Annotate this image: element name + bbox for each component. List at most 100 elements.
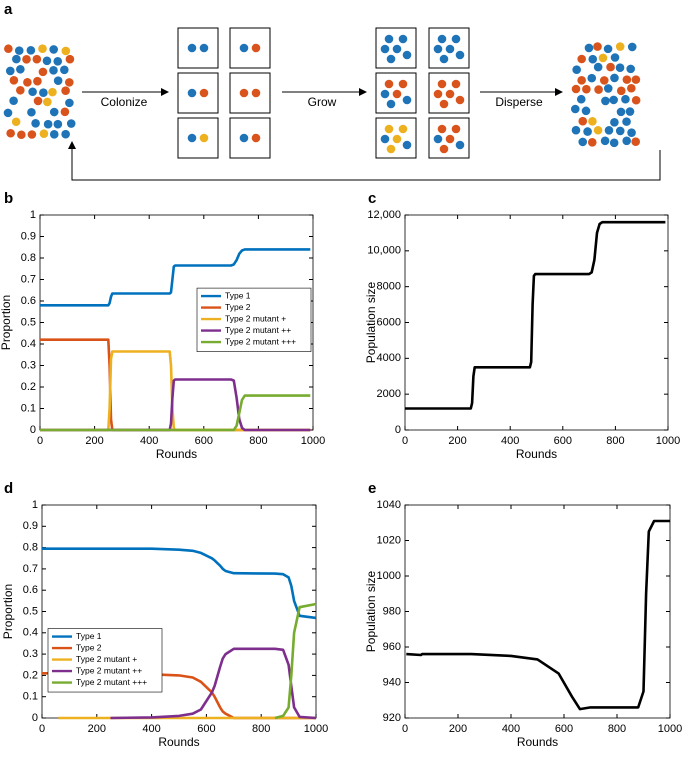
cell — [16, 85, 25, 95]
y-tick-label: 0.8 — [23, 542, 38, 554]
x-axis-label: Rounds — [158, 735, 199, 749]
cell — [38, 67, 48, 77]
cell — [437, 34, 447, 44]
cell — [49, 107, 59, 117]
cell — [9, 76, 19, 85]
cell — [622, 75, 632, 84]
cell — [386, 144, 396, 154]
cell — [445, 89, 455, 99]
x-tick-label: 600 — [555, 723, 573, 735]
y-axis-label: Proportion — [0, 295, 13, 350]
y-tick-label: 1 — [32, 499, 38, 511]
y-tick-label: 0.7 — [23, 563, 38, 575]
y-tick-label: 0.7 — [21, 273, 36, 285]
cell — [445, 134, 455, 144]
cell — [33, 96, 43, 106]
cell — [451, 79, 461, 89]
legend-label: Type 2 mutant + — [225, 313, 286, 323]
well — [177, 117, 219, 159]
y-tick-label: 0.2 — [23, 669, 38, 681]
cell — [581, 106, 591, 116]
cell — [16, 64, 25, 74]
cell — [187, 133, 197, 143]
cell — [33, 76, 42, 86]
cell — [600, 136, 610, 146]
cell — [60, 107, 70, 117]
cell — [593, 125, 603, 135]
well — [229, 27, 271, 69]
cell — [61, 86, 70, 95]
cell — [616, 86, 626, 96]
well — [375, 72, 417, 114]
cell — [402, 140, 412, 150]
cell — [380, 89, 390, 99]
cell — [439, 144, 449, 154]
cell — [631, 137, 640, 146]
y-tick-label: 0.6 — [23, 584, 38, 596]
y-tick-label: 0.3 — [21, 359, 36, 371]
y-tick-label: 960 — [383, 641, 401, 653]
well — [375, 117, 417, 159]
cell — [610, 118, 619, 127]
y-tick-label: 0.1 — [23, 691, 38, 703]
y-tick-label: 0.3 — [23, 648, 38, 660]
cell — [622, 117, 631, 126]
cell — [28, 87, 37, 97]
cell — [593, 62, 603, 72]
cell — [49, 66, 58, 75]
x-tick-label: 400 — [142, 723, 160, 735]
cell — [625, 107, 635, 116]
series-line — [405, 220, 666, 410]
cell — [627, 42, 637, 52]
y-tick-label: 6000 — [377, 316, 401, 328]
cell — [392, 134, 402, 144]
cell — [6, 128, 15, 138]
y-tick-label: 0.9 — [23, 520, 38, 532]
cell — [39, 129, 49, 138]
y-tick-label: 0 — [30, 424, 36, 436]
cell — [65, 78, 74, 87]
x-tick-label: 400 — [140, 435, 158, 447]
x-tick-label: 800 — [252, 723, 270, 735]
y-tick-label: 940 — [383, 676, 401, 688]
cell — [398, 124, 408, 134]
cell — [27, 107, 36, 117]
cell — [621, 94, 630, 104]
series-line — [40, 350, 311, 432]
cell — [615, 63, 625, 72]
x-tick-label: 200 — [449, 723, 467, 735]
well — [177, 72, 219, 114]
cell — [455, 140, 465, 150]
cell — [631, 95, 641, 105]
x-tick-label: 800 — [606, 435, 624, 447]
y-tick-label: 0.4 — [23, 627, 38, 639]
cell — [582, 84, 591, 94]
legend-label: Type 2 mutant + — [76, 654, 137, 664]
cell — [42, 56, 52, 66]
y-tick-label: 0.6 — [21, 295, 36, 307]
cell — [65, 98, 74, 108]
series-line — [274, 602, 317, 720]
x-tick-label: 0 — [402, 723, 408, 735]
cell — [439, 99, 449, 109]
cell — [626, 64, 635, 74]
cell — [27, 130, 37, 139]
cell — [22, 55, 31, 64]
x-tick-label: 600 — [195, 435, 213, 447]
cell — [384, 34, 394, 44]
y-tick-label: 0.8 — [21, 252, 36, 264]
y-axis-label: Population size — [364, 570, 378, 652]
step-label: Grow — [308, 95, 337, 109]
y-tick-label: 920 — [383, 712, 401, 724]
cell — [53, 76, 63, 85]
y-tick-label: 1000 — [377, 570, 401, 582]
cell — [599, 76, 609, 85]
panel-label: a — [4, 1, 13, 18]
cell — [587, 73, 597, 83]
cell — [49, 45, 58, 54]
series-line — [42, 547, 317, 620]
cell — [392, 44, 402, 54]
cell — [26, 46, 36, 55]
cell — [251, 43, 261, 53]
